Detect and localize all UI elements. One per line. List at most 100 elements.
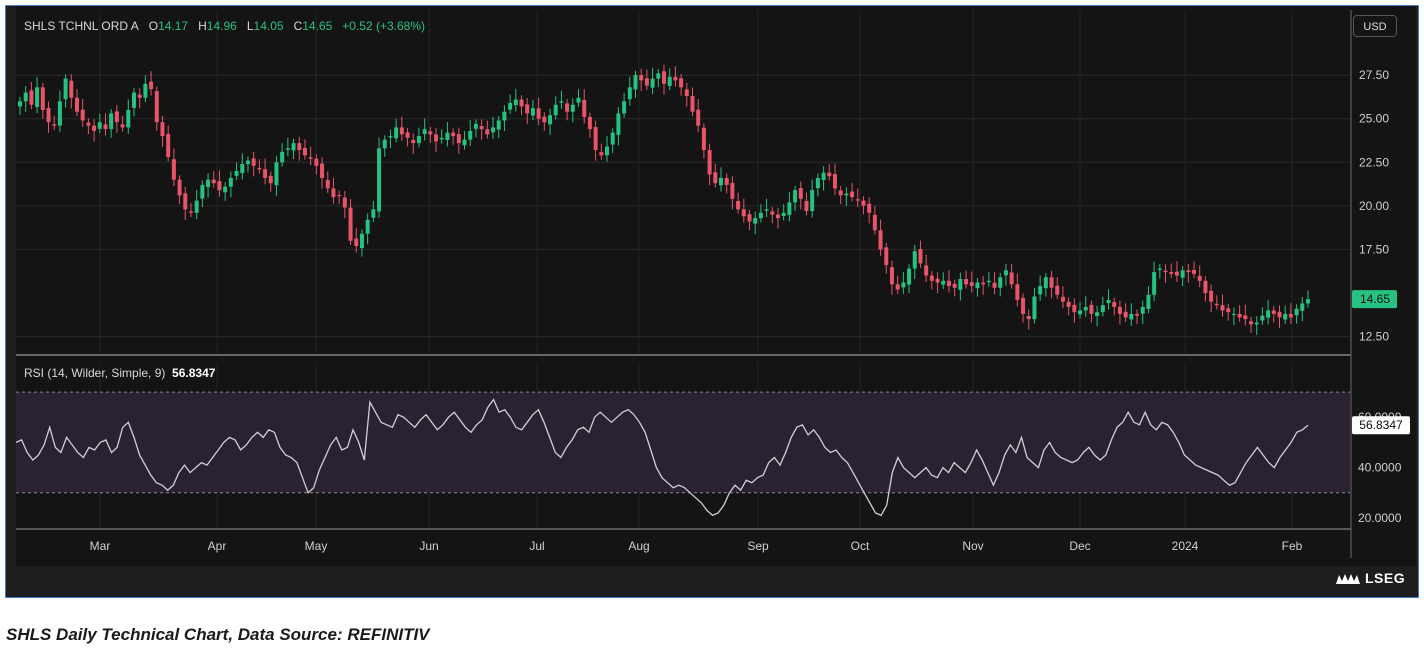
logo-text: LSEG	[1365, 570, 1406, 586]
candle-body	[1266, 310, 1271, 318]
candle-body	[502, 111, 507, 121]
candle-body	[889, 267, 894, 285]
candle-body	[639, 75, 644, 81]
candle-body	[981, 282, 986, 285]
candle-body	[1083, 306, 1088, 311]
currency-button[interactable]: USD	[1353, 15, 1397, 37]
candle-body	[1163, 270, 1168, 273]
candle-body	[1288, 313, 1293, 318]
candle-body	[872, 214, 877, 231]
candle-body	[690, 96, 695, 112]
time-axis-tick-label: Sep	[747, 539, 769, 553]
candle-body	[907, 268, 912, 285]
candle-body	[747, 214, 752, 222]
candle-body	[1197, 275, 1202, 281]
figure-caption: SHLS Daily Technical Chart, Data Source:…	[6, 625, 430, 644]
candle-body	[496, 120, 501, 130]
candle-body	[35, 87, 40, 107]
candle-body	[530, 108, 535, 116]
candle-body	[781, 212, 786, 216]
candle-body	[228, 177, 233, 187]
candle-body	[394, 127, 399, 139]
candle-body	[149, 81, 154, 90]
rsi-line	[15, 398, 1309, 517]
candle-body	[240, 164, 245, 174]
rsi-value: 56.8347	[172, 366, 216, 380]
candle-body	[1226, 308, 1231, 313]
candle-body	[1174, 271, 1179, 276]
candle-body	[371, 209, 376, 218]
low-label: L	[246, 19, 254, 33]
candle-body	[855, 199, 860, 201]
candle-body	[656, 73, 661, 79]
candle-body	[1100, 305, 1105, 313]
candle-body	[217, 181, 222, 191]
ohlc-header: SHLS TCHNL ORD A O14.17 H14.96 L14.05 C1…	[24, 19, 425, 33]
candle-body	[753, 218, 758, 224]
price-and-rsi-chart[interactable]: 27.50 25.00 22.50 20.00 17.50 12.50 Mar Apr May J…	[0, 0, 1424, 600]
candle-body	[798, 188, 803, 199]
candle-body	[416, 136, 421, 144]
candle-body	[342, 197, 347, 208]
candle-body	[479, 126, 484, 130]
time-axis-tick-label: Apr	[208, 539, 227, 553]
candle-body	[736, 200, 741, 210]
candle-body	[605, 146, 610, 156]
candle-body	[274, 162, 279, 186]
candle-body	[206, 179, 211, 188]
candle-body	[901, 282, 906, 288]
candle-body	[673, 76, 678, 81]
candle-body	[764, 209, 769, 211]
candle-body	[964, 279, 969, 285]
candle-body	[553, 104, 558, 116]
candle-body	[861, 200, 866, 206]
price-axis-tick-label: 27.50	[1359, 68, 1389, 82]
candle-body	[23, 92, 28, 102]
candle-body	[1306, 299, 1310, 304]
candle-body	[405, 132, 410, 138]
candle-body	[308, 157, 313, 159]
candle-body	[610, 132, 615, 145]
time-axis-tick-label: Jul	[529, 539, 544, 553]
candle-body	[804, 200, 809, 212]
candle-body	[63, 78, 68, 100]
candle-body	[74, 97, 79, 112]
candle-body	[462, 139, 467, 146]
candle-body	[958, 279, 963, 290]
candle-body	[1021, 297, 1026, 314]
candle-body	[337, 195, 342, 197]
rsi-axis-tick-label: 20.0000	[1358, 511, 1402, 525]
time-axis-tick-label: Mar	[90, 539, 111, 553]
candle-body	[519, 99, 524, 107]
candle-body	[1038, 286, 1043, 295]
candle-body	[844, 193, 849, 196]
candle-body	[103, 124, 108, 130]
candle-body	[434, 134, 439, 142]
candle-body	[1009, 272, 1014, 285]
candle-body	[57, 101, 62, 126]
time-axis-tick-label: Oct	[851, 539, 870, 553]
candle-body	[1049, 277, 1054, 288]
candle-body	[1249, 321, 1254, 325]
candle-body	[171, 159, 176, 180]
high-value: 14.96	[206, 19, 237, 33]
price-axis-tick-label: 25.00	[1359, 112, 1389, 126]
candle-body	[445, 132, 450, 140]
change-value: +0.52 (+3.68%)	[342, 19, 426, 33]
candle-body	[867, 203, 872, 213]
candle-body	[491, 127, 496, 133]
open-label: O	[148, 19, 159, 33]
candle-body	[114, 111, 119, 123]
candle-body	[359, 233, 364, 249]
candle-body	[1146, 294, 1151, 310]
candle-body	[542, 116, 547, 123]
candle-body	[998, 277, 1003, 288]
candle-body	[895, 284, 900, 290]
candle-body	[285, 148, 290, 150]
candle-body	[194, 200, 199, 213]
candle-body	[713, 172, 718, 184]
bottom-band	[6, 566, 1418, 597]
candle-body	[1078, 310, 1083, 315]
candle-body	[821, 172, 826, 181]
candle-body	[582, 99, 587, 117]
